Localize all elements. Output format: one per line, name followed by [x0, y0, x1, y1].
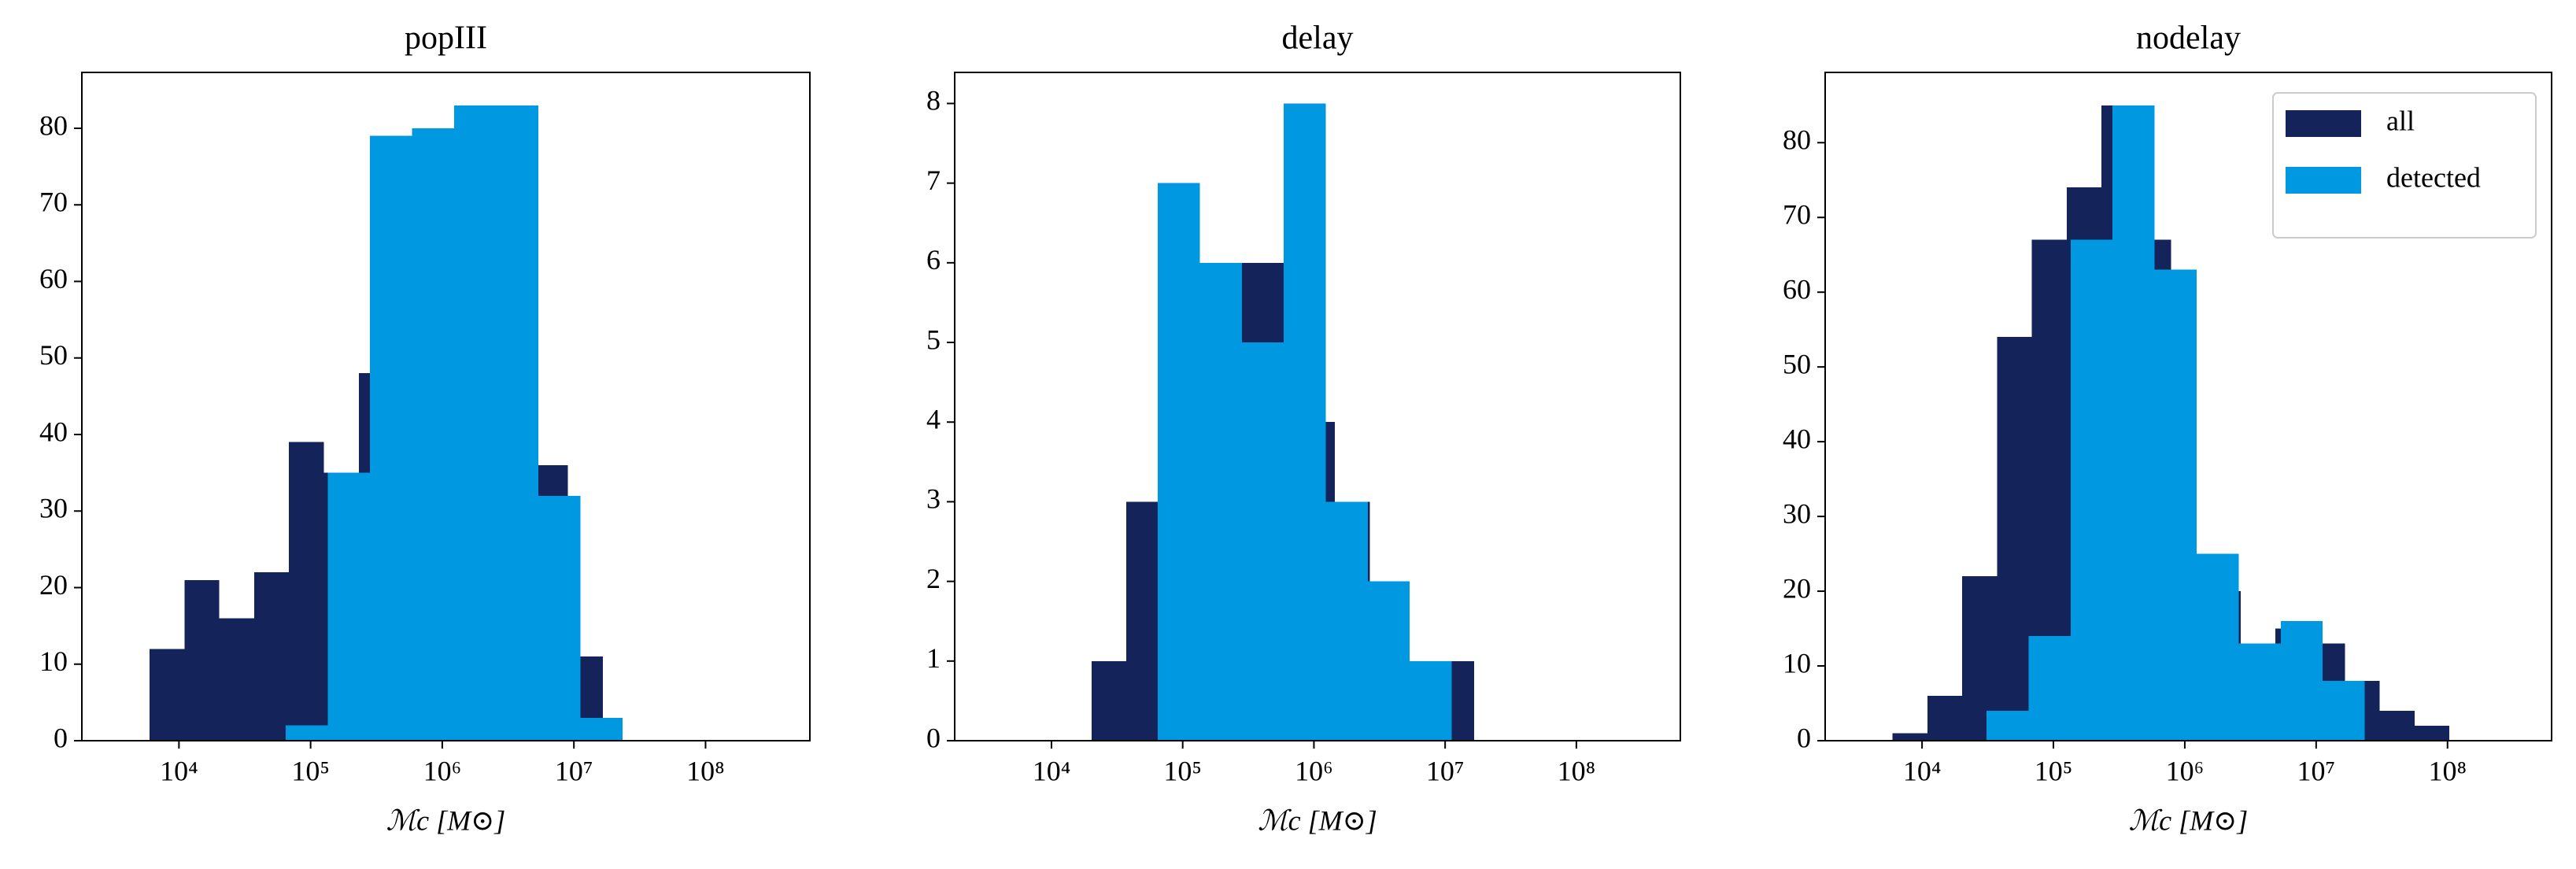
x-axis-label: ℳc [M⊙]: [386, 804, 506, 836]
histogram-bar: [219, 618, 254, 741]
y-tick-label: 2: [926, 563, 941, 594]
histogram-bar: [327, 472, 370, 741]
x-tick-label: 10⁵: [291, 755, 330, 786]
y-tick-label: 0: [1797, 722, 1811, 753]
histogram-bar: [2379, 711, 2415, 741]
y-tick-label: 1: [926, 642, 941, 674]
y-tick-label: 5: [926, 324, 941, 355]
histogram-bar: [184, 579, 220, 741]
y-tick-label: 50: [39, 339, 68, 371]
x-tick-label: 10⁷: [2297, 755, 2336, 786]
y-tick-label: 70: [1783, 199, 1811, 231]
legend-swatch: [2286, 167, 2361, 194]
histogram-bar: [2028, 636, 2071, 741]
y-tick-label: 30: [1783, 497, 1811, 529]
histogram-bar: [2070, 239, 2113, 741]
histogram-bar: [2112, 105, 2155, 741]
y-tick-label: 80: [39, 109, 68, 141]
y-tick-label: 6: [926, 244, 941, 275]
panel: 0 10 20 30 40 50 60 70 80 10⁴ 10⁵ 10⁶ 10⁷ 10⁸ ℳc [M⊙] n…: [1783, 20, 2552, 836]
x-tick-label: 10⁵: [2035, 755, 2073, 786]
y-tick-label: 7: [926, 165, 941, 196]
histogram-bar: [2414, 726, 2450, 741]
x-tick-label: 10⁴: [1903, 755, 1942, 786]
panel-title: delay: [1282, 20, 1354, 57]
legend-swatch: [2286, 110, 2361, 137]
histogram-bar: [2238, 643, 2281, 741]
y-tick-label: 60: [1783, 273, 1811, 305]
histogram-bar: [538, 495, 581, 741]
y-tick-label: 8: [926, 85, 941, 116]
x-tick-label: 10⁷: [1426, 755, 1465, 786]
x-tick-label: 10⁶: [2166, 755, 2205, 786]
histogram-bar: [1410, 660, 1452, 741]
y-tick-label: 3: [926, 483, 941, 515]
y-tick-label: 4: [926, 403, 941, 434]
axes-frame: [1824, 72, 2552, 741]
x-tick-label: 10⁸: [686, 755, 725, 786]
panel: 0 10 20 30 40 50 60 70 80 10⁴ 10⁵ 10⁶ 10⁷ 10⁸ ℳc [M⊙] p…: [39, 20, 811, 836]
histogram-bar: [1927, 696, 1963, 741]
x-axis-label: ℳc [M⊙]: [2129, 804, 2249, 836]
y-tick-label: 10: [1783, 647, 1811, 679]
y-tick-label: 60: [39, 263, 68, 294]
y-tick-label: 0: [926, 722, 941, 753]
panel-title: popIII: [405, 20, 487, 57]
histogram-bar: [2280, 621, 2323, 741]
panel: 0 1 2 3 4 5 6 7 8 10⁴ 10⁵ 10⁶ 10⁷ 10⁸ ℳc [M⊙] delay: [926, 20, 1681, 836]
histogram-bar: [1126, 501, 1162, 741]
y-tick-label: 50: [1783, 348, 1811, 379]
histogram-bar: [453, 105, 497, 741]
histogram-bar: [253, 572, 290, 741]
legend-label: all: [2386, 105, 2415, 136]
legend: all detected: [2272, 92, 2537, 239]
histogram-bar: [1892, 733, 1928, 741]
y-tick-label: 40: [39, 416, 68, 447]
x-tick-label: 10⁸: [2428, 755, 2467, 786]
axes-frame: [954, 72, 1681, 741]
histogram-bar: [1199, 262, 1242, 741]
histogram-bar: [1367, 581, 1410, 741]
histogram-bar: [412, 128, 454, 741]
y-tick-label: 30: [39, 493, 68, 524]
histogram-bar: [1241, 342, 1284, 741]
y-tick-label: 40: [1783, 423, 1811, 454]
histogram-bar: [285, 725, 328, 741]
y-tick-label: 80: [1783, 124, 1811, 156]
x-tick-label: 10⁶: [423, 755, 462, 786]
x-axis-label: ℳc [M⊙]: [1258, 804, 1377, 836]
x-tick-label: 10⁴: [1033, 755, 1071, 786]
x-tick-label: 10⁴: [160, 755, 198, 786]
x-tick-label: 10⁷: [555, 755, 593, 786]
histogram-bar: [2323, 681, 2365, 741]
y-tick-label: 10: [39, 645, 68, 677]
histogram-bar: [149, 649, 185, 741]
y-tick-label: 20: [1783, 572, 1811, 604]
histogram-bar: [1158, 183, 1200, 741]
x-tick-label: 10⁵: [1163, 755, 1202, 786]
histogram-bar: [369, 135, 412, 741]
panel-title: nodelay: [2136, 20, 2241, 57]
histogram-bar: [1325, 501, 1368, 741]
histogram-bar: [1986, 711, 2029, 741]
x-tick-label: 10⁸: [1558, 755, 1596, 786]
histogram-bar: [1091, 660, 1127, 741]
y-tick-label: 20: [39, 569, 68, 601]
histogram-bar: [289, 442, 324, 741]
axes-frame: [81, 72, 811, 741]
y-tick-label: 0: [54, 722, 68, 753]
histogram-bar: [2196, 553, 2239, 741]
legend-label: detected: [2386, 161, 2481, 193]
y-tick-label: 70: [39, 187, 68, 218]
histogram-bar: [1284, 103, 1326, 741]
histogram-bar: [580, 717, 623, 741]
x-tick-label: 10⁶: [1295, 755, 1333, 786]
histogram-bar: [496, 105, 539, 741]
histogram-bar: [1997, 337, 2032, 741]
histogram-bar: [2154, 269, 2197, 741]
